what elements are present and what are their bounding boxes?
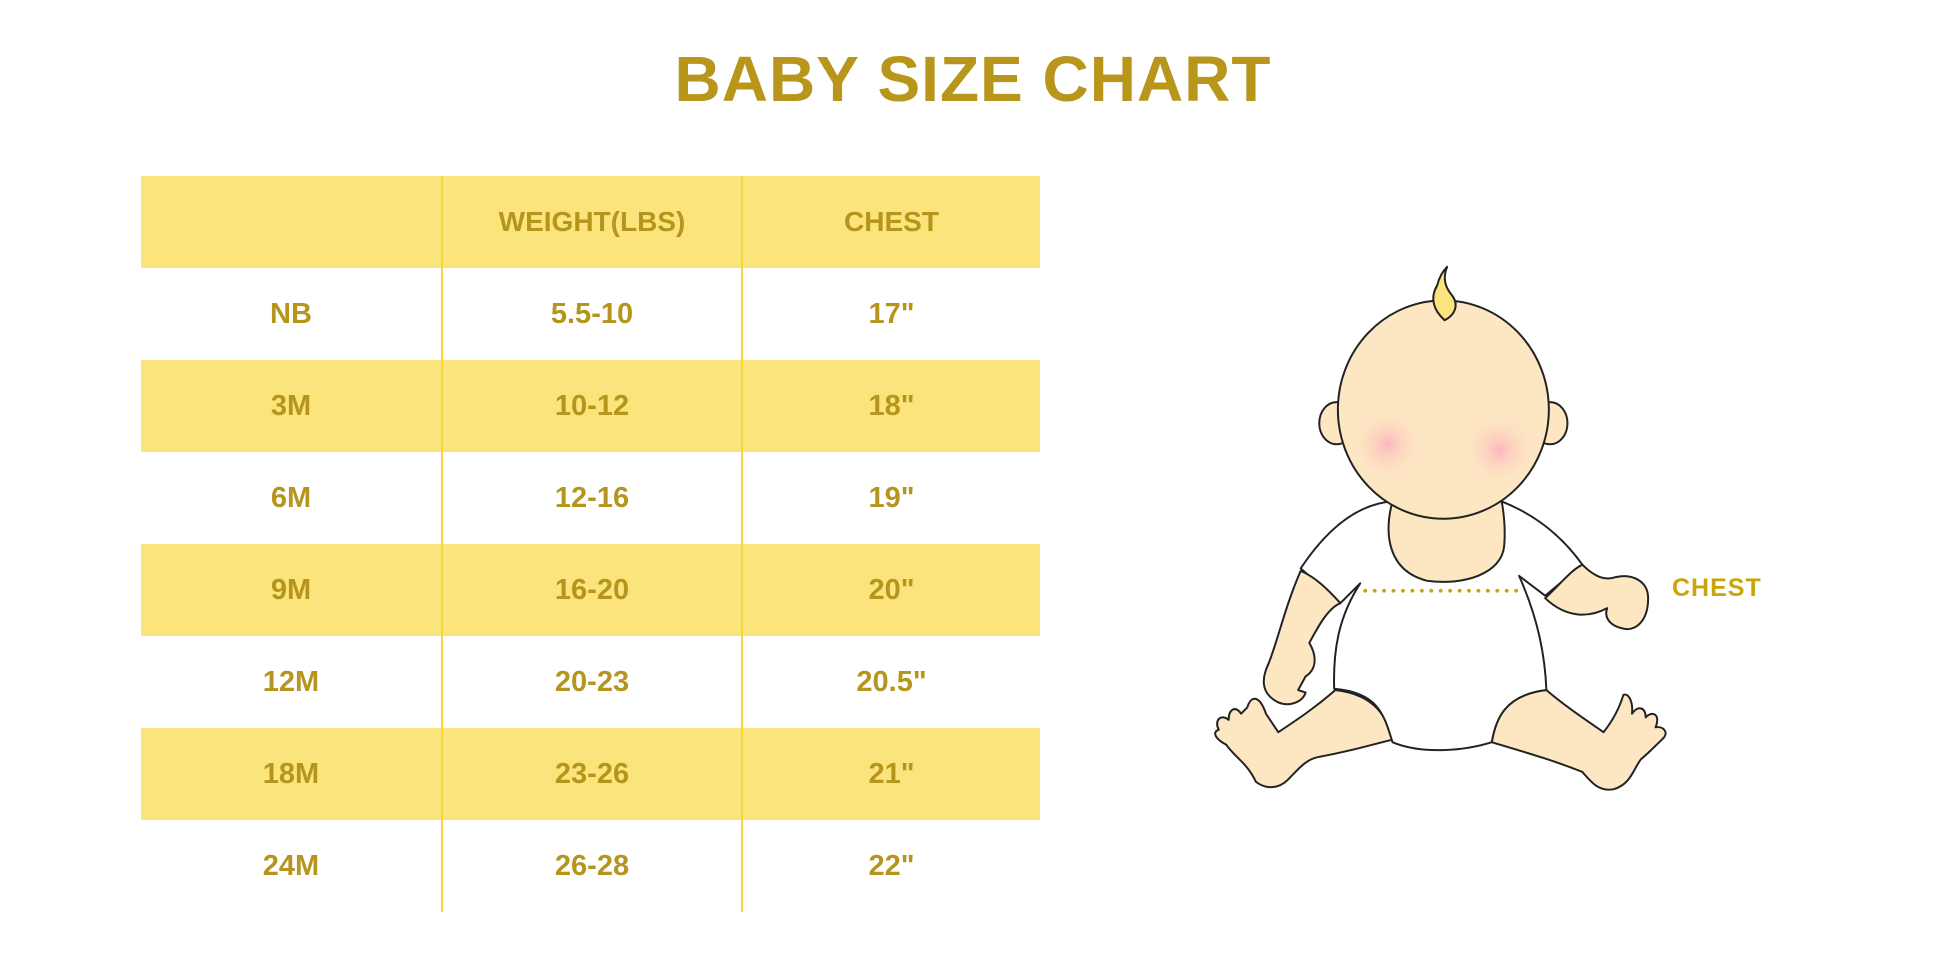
header-chest: CHEST [741,176,1040,268]
cell-weight: 20-23 [441,636,741,728]
table-row: NB 5.5-10 17" [141,268,1040,360]
cell-size: 24M [262,849,320,882]
cell-size: 12M [262,665,320,698]
cell-chest: 18" [741,360,1040,452]
cell-chest: 20" [741,544,1040,636]
cell-weight: 5.5-10 [441,268,741,360]
table-row: 3M 10-12 18" [141,360,1040,452]
cell-chest: 21" [741,728,1040,820]
head [1336,299,1550,520]
size-table: WEIGHT(LBS) CHEST NB 5.5-10 17" 3M 10-12 18" 6… [141,176,1040,912]
cell-size: 3M [270,389,312,422]
table-row: 12M 20-23 20.5" [141,636,1040,728]
page-title: BABY SIZE CHART [674,43,1272,115]
chest-label: CHEST [1672,574,1762,602]
cell-chest: 17" [741,268,1040,360]
cell-weight: 10-12 [441,360,741,452]
cell-weight: 12-16 [441,452,741,544]
right-cheek-blush [1461,412,1537,487]
left-leg [1214,689,1394,789]
cell-chest: 22" [741,820,1040,912]
cell-chest: 19" [741,452,1040,544]
right-arm [1544,563,1650,631]
neck [1387,500,1506,583]
cell-size: 18M [262,757,320,790]
cell-size: NB [270,297,312,330]
cell-weight: 23-26 [441,728,741,820]
table-row: 6M 12-16 19" [141,452,1040,544]
cell-weight: 26-28 [441,820,741,912]
table-header-row: WEIGHT(LBS) CHEST [141,176,1040,268]
left-arm [1262,569,1342,706]
left-cheek-blush [1350,407,1425,482]
table-row: 18M 23-26 21" [141,728,1040,820]
table-row: 24M 26-28 22" [141,820,1040,912]
header-weight: WEIGHT(LBS) [441,176,741,268]
cell-weight: 16-20 [441,544,741,636]
cell-size: 6M [270,481,312,514]
table-row: 9M 16-20 20" [141,544,1040,636]
cell-chest: 20.5" [741,636,1040,728]
right-leg [1490,689,1667,791]
hair-curl [1432,265,1457,322]
cell-size: 9M [270,573,312,606]
